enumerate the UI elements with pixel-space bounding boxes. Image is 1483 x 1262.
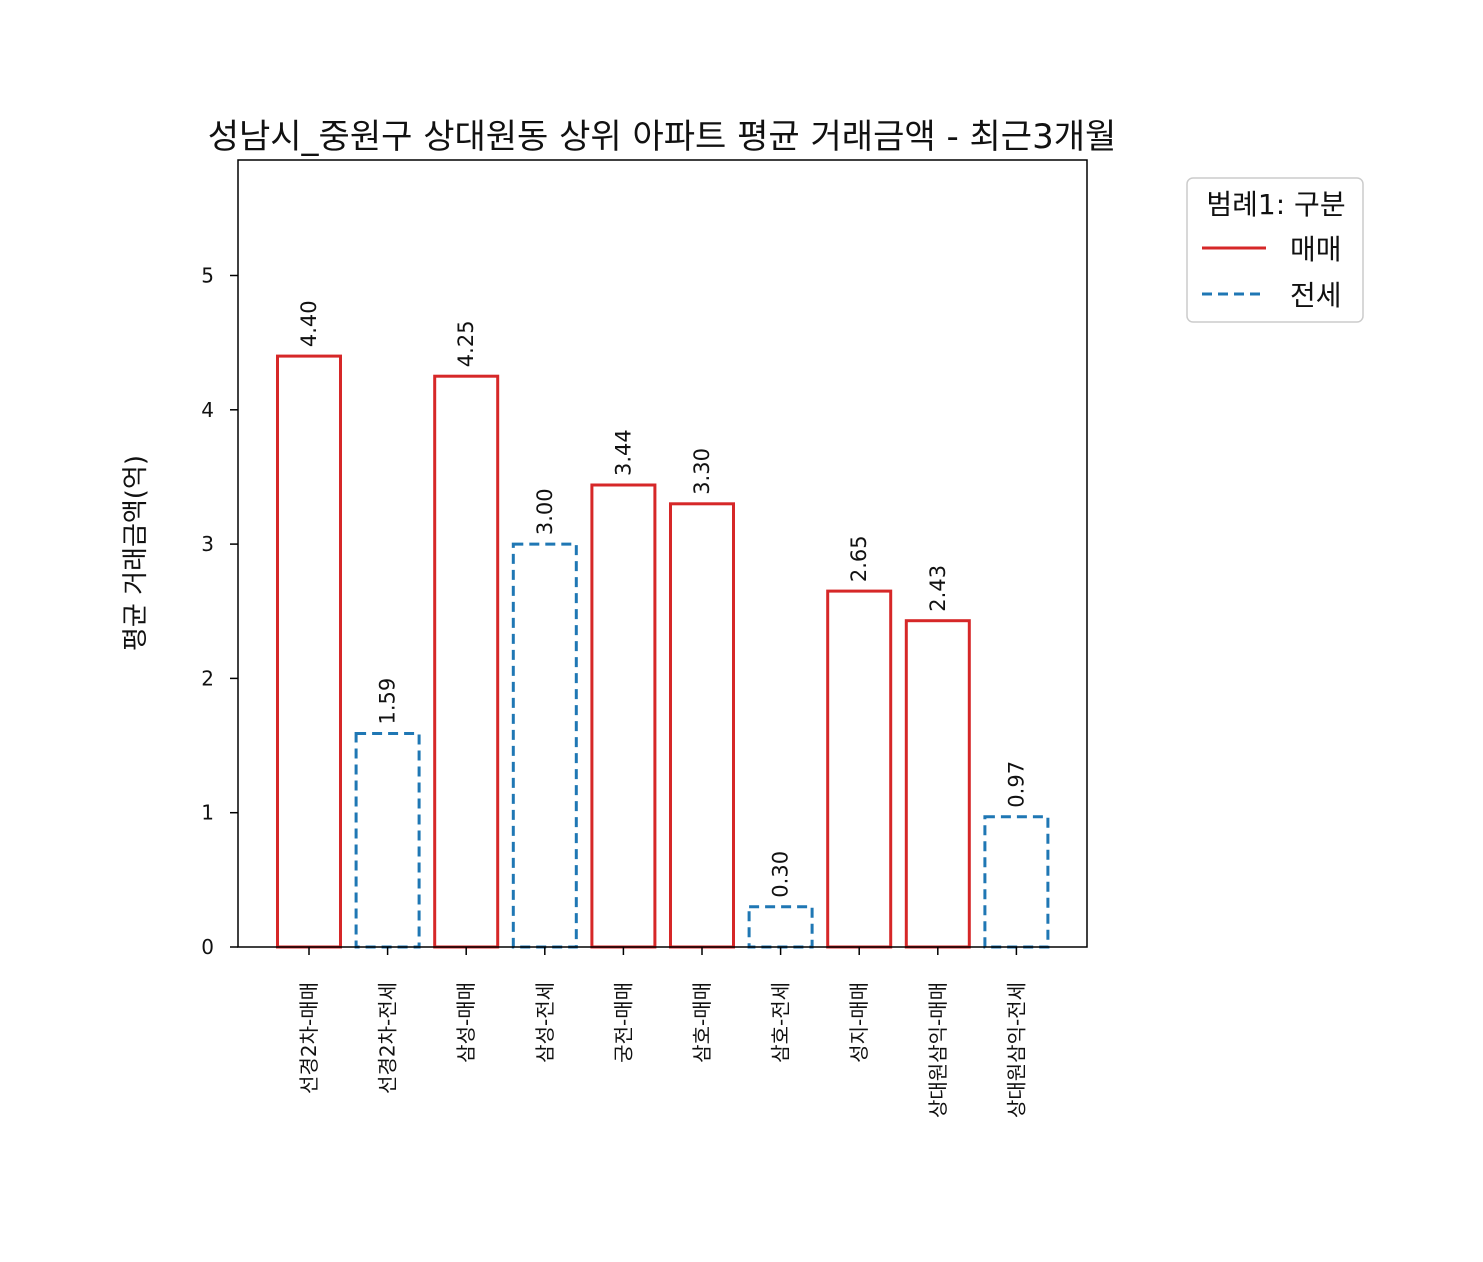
bar-value-label: 0.30 [769,851,793,898]
y-axis-label: 평균 거래금액(억) [121,455,151,651]
x-tick-label: 상대원삼익-전세 [1004,982,1028,1118]
bar [826,589,893,949]
x-tick-label: 선경2차-매매 [297,982,321,1094]
x-tick-label: 궁전-매매 [611,982,635,1063]
legend-label-jeonse: 전세 [1290,279,1342,312]
bars-group: 4.40 1.59 4.25 3.00 3.44 3.30 0.30 2.65 2.43 0.97 [276,300,1050,949]
x-tick-label: 삼호-전세 [769,982,793,1063]
x-tick-label: 삼성-전세 [533,982,557,1063]
bar [904,619,971,949]
y-tick-label: 0 [201,935,214,959]
bar-value-label: 3.00 [533,488,557,535]
bar-value-label: 2.65 [847,535,871,582]
y-tick-label: 5 [201,264,214,288]
x-axis-ticks: 선경2차-매매 선경2차-전세 삼성-매매 삼성-전세 궁전-매매 삼호-매매 삼호-전세 성… [297,947,1028,1118]
bar [433,374,500,949]
chart-title: 성남시_중원구 상대원동 상위 아파트 평균 거래금액 - 최근3개월 [208,117,1117,157]
bar-value-label: 3.44 [611,429,635,476]
bar-value-label: 0.97 [1004,761,1028,808]
bar-value-label: 4.25 [454,320,478,367]
bar-value-label: 1.59 [376,678,400,725]
legend-title: 범례1: 구분 [1206,188,1345,221]
x-tick-label: 상대원삼익-매매 [926,982,950,1118]
legend-box [1186,177,1364,323]
bar-value-label: 3.30 [690,448,714,495]
legend: 범례1: 구분 매매 전세 [1186,177,1364,323]
bar [511,542,578,949]
y-tick-label: 2 [201,666,214,690]
bar [983,815,1050,949]
bar [354,732,421,949]
plot-area-frame [237,159,1088,948]
x-tick-label: 삼성-매매 [454,982,478,1063]
bar-value-label: 4.40 [297,300,321,347]
x-tick-label: 삼호-매매 [690,982,714,1063]
bar [747,905,814,949]
y-tick-label: 4 [201,398,214,422]
y-tick-label: 3 [201,532,214,556]
bar-value-label: 2.43 [926,565,950,612]
x-tick-label: 성지-매매 [847,982,871,1063]
y-axis-ticks: 0 1 2 3 4 5 [201,264,238,959]
bar [669,502,735,949]
y-tick-label: 1 [201,801,214,825]
bar [276,354,342,949]
legend-label-sale: 매매 [1290,233,1342,266]
x-tick-label: 선경2차-전세 [376,982,400,1094]
bar [590,483,657,949]
